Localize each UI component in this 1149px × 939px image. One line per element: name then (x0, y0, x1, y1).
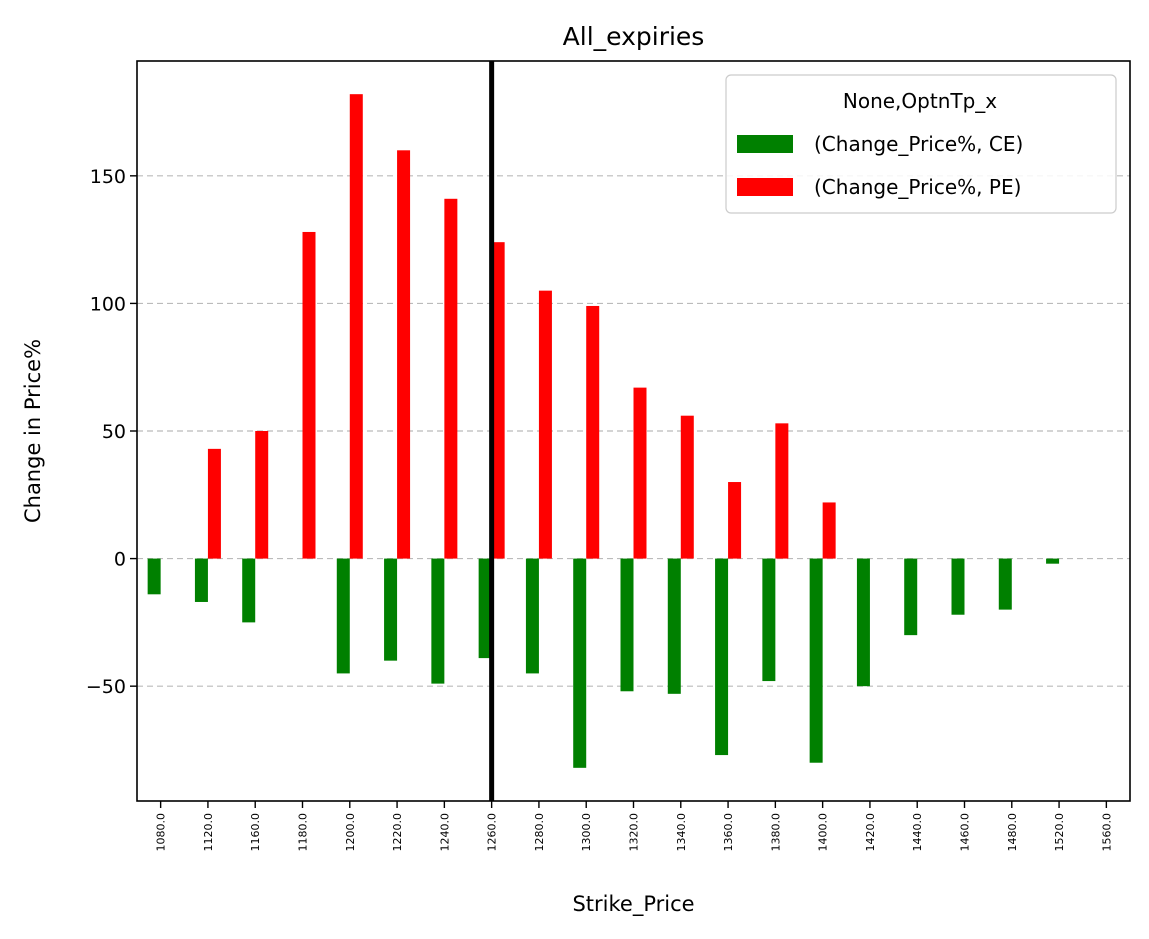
legend-label-ce: (Change_Price%, CE) (814, 132, 1023, 156)
x-tick-label: 1260.0 (486, 813, 499, 852)
x-tick-label: 1180.0 (297, 813, 310, 852)
bar (586, 305, 600, 559)
x-tick-label: 1280.0 (533, 813, 546, 852)
bar (822, 502, 836, 559)
x-tick-label: 1440.0 (911, 813, 924, 852)
bar (951, 558, 965, 615)
x-tick-label: 1480.0 (1006, 813, 1019, 852)
x-tick-label: 1360.0 (722, 813, 735, 852)
bar (431, 558, 445, 684)
bar (809, 558, 823, 763)
x-tick-label: 1560.0 (1100, 813, 1113, 852)
legend-box (725, 74, 1117, 214)
bar (525, 558, 539, 674)
x-axis-label: Strike_Price (572, 892, 694, 917)
bar (856, 558, 870, 687)
y-axis-label: Change in Price% (21, 339, 45, 523)
legend-title: None,OptnTp_x (843, 89, 997, 113)
bar (349, 94, 363, 559)
y-tick-label: 100 (90, 293, 126, 315)
bar (998, 558, 1012, 610)
x-axis-ticks: 1080.0 1120.0 1160.0 1180.0 1200.0 1220.0 1240… (155, 801, 1113, 852)
bar (302, 231, 316, 559)
y-tick-label: 50 (102, 421, 126, 443)
x-tick-label: 1320.0 (628, 813, 641, 852)
x-tick-label: 1520.0 (1053, 813, 1066, 852)
bar (194, 558, 208, 602)
bar (242, 558, 256, 623)
x-tick-label: 1380.0 (769, 813, 782, 852)
bar (1046, 558, 1060, 564)
bar (680, 415, 694, 559)
x-tick-label: 1460.0 (959, 813, 972, 852)
bar (384, 558, 398, 661)
y-tick-label: 0 (114, 549, 126, 571)
x-tick-label: 1420.0 (864, 813, 877, 852)
bar (397, 150, 411, 559)
x-tick-label: 1160.0 (249, 813, 262, 852)
bar (728, 482, 742, 559)
legend-label-pe: (Change_Price%, PE) (814, 175, 1021, 199)
y-tick-label: 150 (90, 166, 126, 188)
bar (336, 558, 350, 674)
x-tick-label: 1240.0 (438, 813, 451, 852)
bar (538, 290, 552, 559)
bar (444, 198, 458, 559)
x-tick-label: 1340.0 (675, 813, 688, 852)
bar (620, 558, 634, 692)
x-tick-label: 1220.0 (391, 813, 404, 852)
legend: None,OptnTp_x (Change_Price%, CE) (Chang… (725, 74, 1117, 214)
x-tick-label: 1120.0 (202, 813, 215, 852)
bars (147, 94, 1060, 768)
bar (904, 558, 918, 636)
y-tick-label: −50 (86, 676, 126, 698)
x-tick-label: 1400.0 (817, 813, 830, 852)
legend-swatch-pe (737, 178, 793, 196)
y-axis-ticks: −50 0 50 100 150 (86, 166, 137, 698)
bar (147, 558, 161, 595)
bar (667, 558, 681, 694)
x-tick-label: 1080.0 (155, 813, 168, 852)
legend-swatch-ce (737, 135, 793, 153)
bar (715, 558, 729, 756)
bar (255, 431, 269, 559)
bar (478, 558, 492, 659)
x-tick-label: 1200.0 (344, 813, 357, 852)
bar (207, 448, 221, 559)
bar (573, 558, 587, 768)
bar (491, 242, 505, 559)
bar (633, 387, 647, 559)
bar (762, 558, 776, 682)
x-tick-label: 1300.0 (580, 813, 593, 852)
chart-title: All_expiries (563, 22, 705, 51)
bar (775, 423, 789, 559)
